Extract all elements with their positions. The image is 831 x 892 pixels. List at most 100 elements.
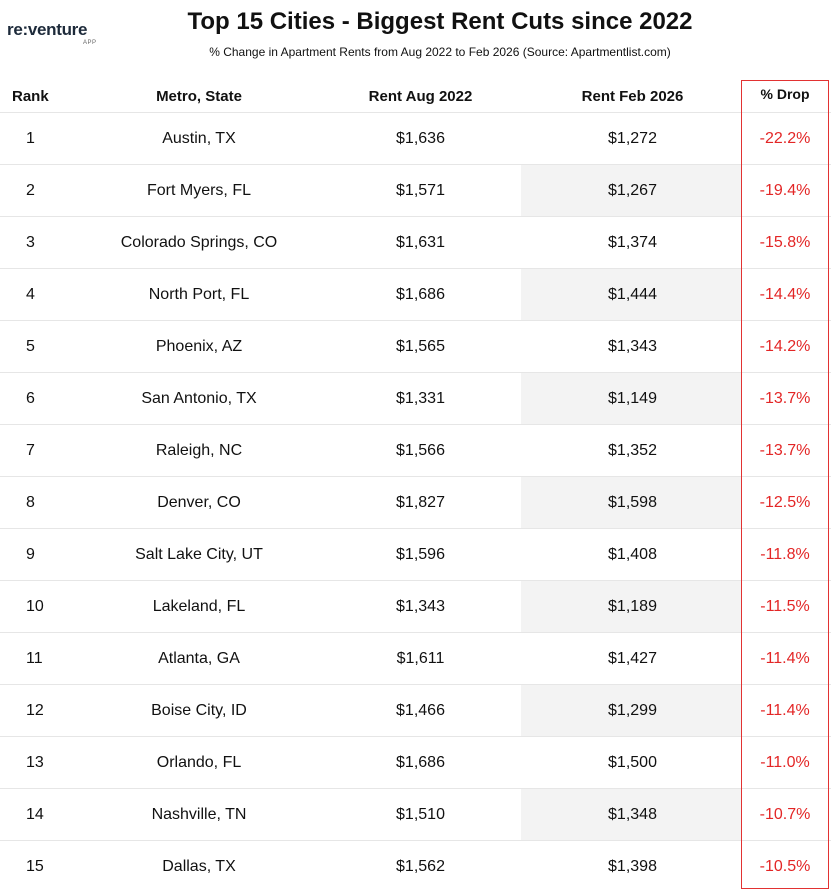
- cell-pct-drop: -13.7%: [759, 442, 811, 459]
- cell-pct-drop: -11.4%: [760, 702, 810, 719]
- header-rent-feb-2026: Rent Feb 2026: [581, 88, 684, 105]
- header-metro: Metro, State: [156, 88, 242, 105]
- cell-rank: 15: [26, 858, 44, 875]
- cell-rent-aug-2022: $1,636: [396, 130, 445, 147]
- cell-pct-drop: -22.2%: [759, 130, 811, 147]
- cell-rank: 10: [26, 598, 44, 615]
- cell-pct-drop: -11.8%: [760, 546, 810, 563]
- cell-rent-aug-2022: $1,596: [396, 546, 445, 563]
- cell-rank: 5: [26, 338, 35, 355]
- cell-rent-aug-2022: $1,466: [396, 702, 445, 719]
- cell-rank: 9: [26, 546, 35, 563]
- cell-rent-feb-2026: $1,272: [608, 130, 657, 147]
- cell-pct-drop: -10.7%: [759, 806, 811, 823]
- cell-rent-feb-2026: $1,398: [608, 858, 657, 875]
- row-shade: [521, 165, 741, 217]
- cell-rent-aug-2022: $1,571: [396, 182, 445, 199]
- cell-rent-feb-2026: $1,189: [608, 598, 657, 615]
- cell-rent-aug-2022: $1,631: [396, 234, 445, 251]
- cell-metro: San Antonio, TX: [141, 390, 257, 407]
- cell-metro: Boise City, ID: [151, 702, 247, 719]
- cell-pct-drop: -14.2%: [759, 338, 811, 355]
- cell-pct-drop: -13.7%: [759, 390, 811, 407]
- table-row: 11 Atlanta, GA $1,611 $1,427 -11.4%: [0, 632, 831, 684]
- cell-rent-aug-2022: $1,565: [396, 338, 445, 355]
- reventure-logo: re:venture APP: [7, 20, 117, 50]
- cell-rent-feb-2026: $1,348: [608, 806, 657, 823]
- cell-rank: 11: [26, 650, 43, 667]
- cell-pct-drop: -11.4%: [760, 650, 810, 667]
- cell-rent-feb-2026: $1,374: [608, 234, 657, 251]
- cell-rent-aug-2022: $1,686: [396, 754, 445, 771]
- cell-metro: Colorado Springs, CO: [120, 234, 278, 251]
- row-shade: [521, 477, 741, 529]
- cell-rent-feb-2026: $1,598: [608, 494, 657, 511]
- table-row: 1 Austin, TX $1,636 $1,272 -22.2%: [0, 112, 831, 164]
- cell-metro: Salt Lake City, UT: [135, 546, 263, 563]
- cell-metro: Atlanta, GA: [158, 650, 240, 667]
- cell-rent-feb-2026: $1,352: [608, 442, 657, 459]
- cell-rent-feb-2026: $1,343: [608, 338, 657, 355]
- header-rent-aug-2022: Rent Aug 2022: [368, 88, 473, 105]
- cell-rent-aug-2022: $1,566: [396, 442, 445, 459]
- cell-pct-drop: -10.5%: [759, 858, 811, 875]
- cell-metro: Austin, TX: [162, 130, 236, 147]
- cell-rank: 3: [26, 234, 35, 251]
- cell-rank: 6: [26, 390, 35, 407]
- cell-metro: Denver, CO: [157, 494, 241, 511]
- header-rank: Rank: [12, 88, 49, 105]
- row-shade: [521, 581, 741, 633]
- cell-rent-feb-2026: $1,267: [608, 182, 657, 199]
- cell-metro: Dallas, TX: [162, 858, 236, 875]
- cell-rent-feb-2026: $1,299: [608, 702, 657, 719]
- table-body: 1 Austin, TX $1,636 $1,272 -22.2% 2 Fort Myers…: [0, 112, 831, 892]
- cell-rent-aug-2022: $1,611: [396, 650, 445, 667]
- table-row: 2 Fort Myers, FL $1,571 $1,267 -19.4%: [0, 164, 831, 217]
- cell-rent-feb-2026: $1,427: [608, 650, 657, 667]
- cell-rent-aug-2022: $1,331: [396, 390, 445, 407]
- header-pct-drop: % Drop: [760, 86, 810, 102]
- cell-rent-aug-2022: $1,343: [396, 598, 445, 615]
- row-shade: [521, 269, 741, 321]
- chart-subtitle: % Change in Apartment Rents from Aug 202…: [209, 45, 671, 59]
- cell-pct-drop: -19.4%: [759, 182, 811, 199]
- cell-metro: Lakeland, FL: [152, 598, 246, 615]
- cell-rank: 7: [26, 442, 35, 459]
- table-row: 13 Orlando, FL $1,686 $1,500 -11.0%: [0, 736, 831, 788]
- cell-rent-aug-2022: $1,827: [396, 494, 445, 511]
- cell-rent-aug-2022: $1,686: [396, 286, 445, 303]
- chart-title: Top 15 Cities - Biggest Rent Cuts since …: [187, 8, 693, 35]
- cell-metro: Phoenix, AZ: [155, 338, 243, 355]
- cell-rank: 1: [26, 130, 35, 147]
- cell-rent-feb-2026: $1,408: [608, 546, 657, 563]
- cell-rank: 2: [26, 182, 35, 199]
- cell-metro: North Port, FL: [148, 286, 250, 303]
- cell-rank: 14: [26, 806, 44, 823]
- logo-sub: APP: [83, 40, 97, 46]
- cell-rent-feb-2026: $1,500: [608, 754, 657, 771]
- cell-rent-feb-2026: $1,444: [608, 286, 657, 303]
- cell-rank: 8: [26, 494, 35, 511]
- cell-metro: Nashville, TN: [151, 806, 247, 823]
- cell-metro: Fort Myers, FL: [146, 182, 251, 199]
- table-header: Rank Metro, State Rent Aug 2022 Rent Feb…: [0, 82, 831, 112]
- table-row: 4 North Port, FL $1,686 $1,444 -14.4%: [0, 268, 831, 321]
- table-row: 6 San Antonio, TX $1,331 $1,149 -13.7%: [0, 372, 831, 425]
- row-shade: [521, 373, 741, 425]
- row-shade: [521, 685, 741, 737]
- table-row: 8 Denver, CO $1,827 $1,598 -12.5%: [0, 476, 831, 529]
- cell-rank: 13: [26, 754, 44, 771]
- cell-pct-drop: -14.4%: [759, 286, 811, 303]
- cell-pct-drop: -15.8%: [759, 234, 811, 251]
- table-row: 9 Salt Lake City, UT $1,596 $1,408 -11.8%: [0, 528, 831, 580]
- cell-rank: 4: [26, 286, 35, 303]
- table-row: 12 Boise City, ID $1,466 $1,299 -11.4%: [0, 684, 831, 737]
- cell-pct-drop: -12.5%: [759, 494, 811, 511]
- cell-pct-drop: -11.0%: [760, 754, 810, 771]
- table-row: 3 Colorado Springs, CO $1,631 $1,374 -15.8%: [0, 216, 831, 268]
- table-row: 10 Lakeland, FL $1,343 $1,189 -11.5%: [0, 580, 831, 633]
- row-shade: [521, 789, 741, 841]
- cell-rank: 12: [26, 702, 44, 719]
- cell-rent-feb-2026: $1,149: [608, 390, 657, 407]
- cell-pct-drop: -11.5%: [760, 598, 810, 615]
